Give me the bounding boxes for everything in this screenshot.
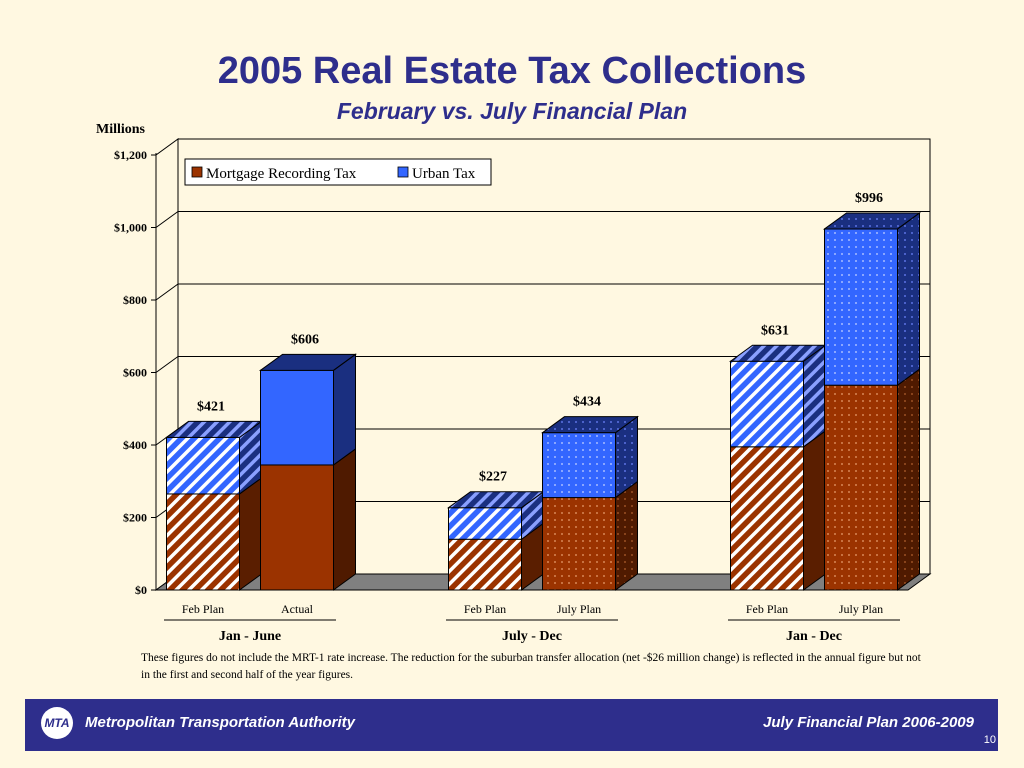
total-label-6: $996 <box>855 191 883 206</box>
mortgage-recording-tax-bar-5 <box>730 446 804 591</box>
total-label-1: $421 <box>197 399 225 414</box>
mortgage-recording-tax-bar-2 <box>260 464 334 591</box>
x-category-label-5: Feb Plan <box>746 602 788 616</box>
group-label-jan-june: Jan - June <box>219 629 281 644</box>
x-category-label-1: Feb Plan <box>182 602 224 616</box>
y-axis-units-label: Millions <box>96 122 146 137</box>
urban-tax-bar-6 <box>824 228 898 386</box>
x-category-label-4: July Plan <box>557 602 601 616</box>
mortgage-recording-tax-bar-2-side <box>333 447 356 591</box>
urban-tax-bar-3 <box>448 507 522 540</box>
legend-swatch-mortgage-recording-tax <box>191 166 203 178</box>
urban-tax-bar-2 <box>260 369 334 466</box>
mortgage-recording-tax-bar-6 <box>824 384 898 591</box>
x-category-label-2: Actual <box>281 602 314 616</box>
slide-title: 2005 Real Estate Tax Collections <box>217 50 807 92</box>
urban-tax-bar-4 <box>542 432 616 499</box>
bar-top-6 <box>822 212 922 230</box>
legend-label-mortgage-recording-tax: Mortgage Recording Tax <box>206 166 357 182</box>
mortgage-recording-tax-bar-4 <box>542 497 616 591</box>
footnote: These figures do not include the MRT-1 r… <box>141 652 921 681</box>
total-label-3: $227 <box>479 470 507 485</box>
total-label-2: $606 <box>291 332 319 347</box>
legend-label-urban-tax: Urban Tax <box>412 166 476 182</box>
urban-tax-bar-5 <box>730 360 804 448</box>
slide-subtitle: February vs. July Financial Plan <box>336 98 688 124</box>
mortgage-recording-tax-bar-3 <box>448 538 522 591</box>
y-tick-label: $400 <box>123 438 147 452</box>
group-label-jan-dec: Jan - Dec <box>786 629 842 644</box>
page-number: 10 <box>983 734 996 746</box>
x-category-label-3: Feb Plan <box>464 602 506 616</box>
y-tick-label: $0 <box>135 583 147 597</box>
y-tick-label: $800 <box>123 293 147 307</box>
stacked-bar-chart: $0 $200 $400 $600 $800 $1,000 $1,200 $421 Feb Pl… <box>114 138 932 644</box>
gridline <box>155 356 179 373</box>
mta-logo: MTA <box>41 707 73 739</box>
mortgage-recording-tax-bar-1-side <box>239 476 262 591</box>
footer-plan-title: July Financial Plan 2006-2009 <box>763 714 974 731</box>
legend-swatch-urban-tax <box>397 166 409 178</box>
y-tick-label: $1,000 <box>114 221 147 235</box>
x-category-label-6: July Plan <box>839 602 883 616</box>
urban-tax-bar-5-side <box>803 344 826 448</box>
group-label-july-dec: July - Dec <box>502 629 562 644</box>
mortgage-recording-tax-bar-1 <box>166 493 240 591</box>
urban-tax-bar-2-side <box>333 353 356 466</box>
bar-top-2 <box>258 353 358 371</box>
chart-legend: Mortgage Recording Tax Urban Tax <box>184 158 492 186</box>
mortgage-recording-tax-bar-5-side <box>803 429 826 591</box>
y-tick-label: $600 <box>123 366 147 380</box>
urban-tax-bar-1 <box>166 436 240 495</box>
bar-top-4 <box>540 416 640 434</box>
gridline <box>155 211 179 228</box>
mortgage-recording-tax-bar-4-side <box>615 480 638 591</box>
gridline <box>155 283 179 301</box>
urban-tax-bar-6-side <box>897 211 920 387</box>
y-tick-label: $1,200 <box>114 148 147 162</box>
total-label-5: $631 <box>761 323 789 338</box>
total-label-4: $434 <box>573 395 601 410</box>
footer-bar: MTA Metropolitan Transportation Authorit… <box>25 699 998 751</box>
y-tick-label: $200 <box>123 511 147 525</box>
footer-organization: Metropolitan Transportation Authority <box>85 714 355 731</box>
mortgage-recording-tax-bar-6-side <box>897 368 920 591</box>
